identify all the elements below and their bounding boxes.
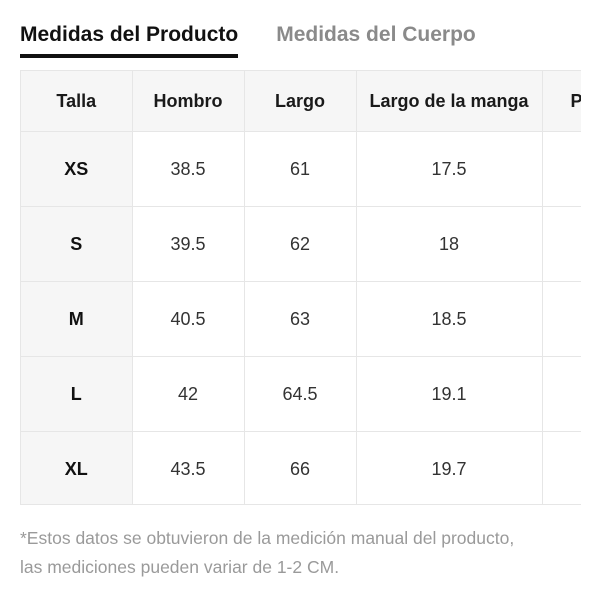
sleeve-cell: 19.1 [356, 356, 543, 432]
measurement-tabs: Medidas del Producto Medidas del Cuerpo [20, 18, 476, 60]
header-sleeve-length: Largo de la manga [356, 70, 543, 132]
size-table: Talla Hombro Largo Largo de la manga P X… [21, 70, 581, 504]
size-cell: L [21, 356, 133, 432]
size-cell: M [21, 281, 133, 357]
truncated-cell [542, 206, 581, 282]
header-shoulder: Hombro [132, 70, 245, 132]
header-length: Largo [244, 70, 357, 132]
length-cell: 66 [244, 431, 357, 504]
sleeve-cell: 17.5 [356, 131, 543, 207]
tab-body-measurements[interactable]: Medidas del Cuerpo [276, 23, 476, 46]
sleeve-cell: 19.7 [356, 431, 543, 504]
truncated-cell [542, 131, 581, 207]
table-row: M 40.5 63 18.5 [21, 281, 581, 357]
length-cell: 62 [244, 206, 357, 282]
size-cell: S [21, 206, 133, 282]
table-row: XS 38.5 61 17.5 [21, 131, 581, 207]
disclaimer-line-2: las mediciones pueden variar de 1-2 CM. [20, 557, 340, 577]
truncated-cell [542, 356, 581, 432]
header-size: Talla [21, 70, 133, 132]
sleeve-cell: 18.5 [356, 281, 543, 357]
tab-product-measurements[interactable]: Medidas del Producto [20, 18, 239, 58]
table-row: XL 43.5 66 19.7 [21, 431, 581, 504]
size-table-scroll[interactable]: Talla Hombro Largo Largo de la manga P X… [20, 70, 581, 505]
shoulder-cell: 38.5 [132, 131, 245, 207]
measurement-disclaimer: *Estos datos se obtuvieron de la medició… [20, 524, 580, 582]
shoulder-cell: 43.5 [132, 431, 245, 504]
table-header-row: Talla Hombro Largo Largo de la manga P [21, 70, 581, 132]
truncated-cell [542, 431, 581, 504]
table-row: L 42 64.5 19.1 [21, 356, 581, 432]
shoulder-cell: 42 [132, 356, 245, 432]
table-row: S 39.5 62 18 [21, 206, 581, 282]
size-cell: XL [21, 431, 133, 504]
shoulder-cell: 40.5 [132, 281, 245, 357]
length-cell: 63 [244, 281, 357, 357]
length-cell: 61 [244, 131, 357, 207]
shoulder-cell: 39.5 [132, 206, 245, 282]
disclaimer-line-1: *Estos datos se obtuvieron de la medició… [20, 528, 515, 548]
size-cell: XS [21, 131, 133, 207]
sleeve-cell: 18 [356, 206, 543, 282]
truncated-cell [542, 281, 581, 357]
length-cell: 64.5 [244, 356, 357, 432]
header-truncated: P [542, 70, 581, 132]
